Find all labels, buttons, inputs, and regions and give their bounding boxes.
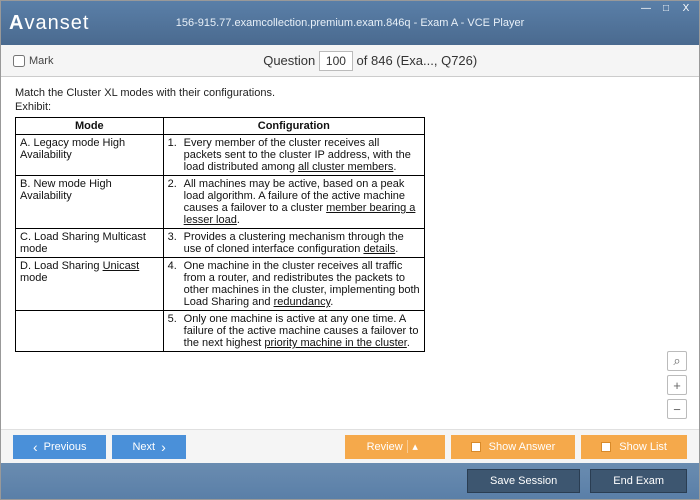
mark-checkbox-label[interactable]: Mark xyxy=(13,55,53,67)
mode-cell xyxy=(16,311,164,352)
show-answer-button[interactable]: Show Answer xyxy=(451,435,576,459)
titlebar: Avanset 156-915.77.examcollection.premiu… xyxy=(1,1,699,45)
minimize-button[interactable]: — xyxy=(637,1,655,15)
window-title: 156-915.77.examcollection.premium.exam.8… xyxy=(176,17,525,29)
header-mode: Mode xyxy=(16,118,164,135)
config-cell: 1.Every member of the cluster receives a… xyxy=(163,135,424,176)
show-list-button[interactable]: Show List xyxy=(581,435,687,459)
table-row: A. Legacy mode High Availability1.Every … xyxy=(16,135,425,176)
config-cell: 4.One machine in the cluster receives al… xyxy=(163,258,424,311)
table-row: B. New mode High Availability2.All machi… xyxy=(16,176,425,229)
exhibit-label: Exhibit: xyxy=(15,101,685,113)
review-button[interactable]: Review ▴ xyxy=(345,435,445,459)
nav-button-bar: Previous Next Review ▴ Show Answer Show … xyxy=(1,429,699,463)
previous-button[interactable]: Previous xyxy=(13,435,106,459)
question-indicator: Question 100 of 846 (Exa..., Q726) xyxy=(53,51,687,71)
question-number-input[interactable]: 100 xyxy=(319,51,353,71)
question-content: Match the Cluster XL modes with their co… xyxy=(1,77,699,429)
question-text: Match the Cluster XL modes with their co… xyxy=(15,87,685,99)
zoom-in-button[interactable]: + xyxy=(667,375,687,395)
close-button[interactable]: X xyxy=(677,1,695,15)
mark-label: Mark xyxy=(29,55,53,67)
table-row: 5.Only one machine is active at any one … xyxy=(16,311,425,352)
config-cell: 2.All machines may be active, based on a… xyxy=(163,176,424,229)
mode-cell: B. New mode High Availability xyxy=(16,176,164,229)
session-button-bar: Save Session End Exam xyxy=(1,463,699,499)
question-toolbar: Mark Question 100 of 846 (Exa..., Q726) xyxy=(1,45,699,77)
show-list-check-icon xyxy=(601,442,611,452)
zoom-reset-button[interactable]: ⌕ xyxy=(667,351,687,371)
zoom-controls: ⌕ + − xyxy=(667,351,687,419)
show-answer-check-icon xyxy=(471,442,481,452)
mark-checkbox[interactable] xyxy=(13,55,25,67)
next-button[interactable]: Next xyxy=(112,435,185,459)
match-table: Mode Configuration A. Legacy mode High A… xyxy=(15,117,425,352)
mode-cell: C. Load Sharing Multicast mode xyxy=(16,229,164,258)
table-row: D. Load Sharing Unicast mode4.One machin… xyxy=(16,258,425,311)
mode-cell: D. Load Sharing Unicast mode xyxy=(16,258,164,311)
config-cell: 3.Provides a clustering mechanism throug… xyxy=(163,229,424,258)
mode-cell: A. Legacy mode High Availability xyxy=(16,135,164,176)
config-cell: 5.Only one machine is active at any one … xyxy=(163,311,424,352)
app-logo: Avanset xyxy=(9,12,89,35)
save-session-button[interactable]: Save Session xyxy=(467,469,580,493)
window-controls: — □ X xyxy=(637,1,695,15)
end-exam-button[interactable]: End Exam xyxy=(590,469,687,493)
maximize-button[interactable]: □ xyxy=(657,1,675,15)
zoom-out-button[interactable]: − xyxy=(667,399,687,419)
review-dropdown-icon[interactable]: ▴ xyxy=(407,440,423,453)
header-config: Configuration xyxy=(163,118,424,135)
table-row: C. Load Sharing Multicast mode3.Provides… xyxy=(16,229,425,258)
